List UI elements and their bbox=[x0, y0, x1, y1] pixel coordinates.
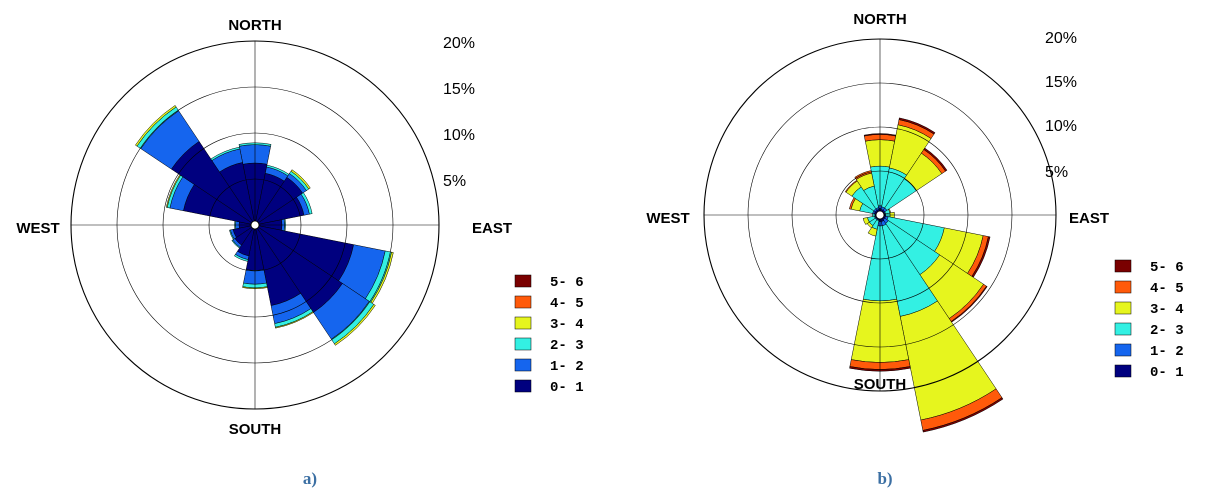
legend-b: 5- 6 4- 5 3- 4 2- 3 1- 2 0- 1 bbox=[1114, 259, 1184, 381]
sector-225-bin-2-3 bbox=[231, 239, 241, 249]
legend-label-0-1: 0- 1 bbox=[550, 380, 584, 396]
legend-a: 5- 6 4- 5 3- 4 2- 3 1- 2 0- 1 bbox=[514, 274, 584, 396]
ring-label-10: 10% bbox=[443, 127, 475, 144]
label-east: EAST bbox=[1069, 210, 1109, 227]
sector-180-bin-5-6 bbox=[849, 366, 911, 372]
wind-rose-b: NORTH SOUTH EAST WEST 20% 15% 10% 5% 5- … bbox=[620, 0, 1213, 495]
wind-rose-a-grid bbox=[70, 40, 440, 410]
legend-label-4-5: 4- 5 bbox=[1150, 281, 1184, 297]
ring-label-20: 20% bbox=[443, 35, 475, 52]
legend-swatch-5-6 bbox=[514, 274, 532, 288]
legend-label-5-6: 5- 6 bbox=[550, 275, 584, 291]
label-west: WEST bbox=[646, 210, 689, 227]
ring-label-15: 15% bbox=[443, 81, 475, 98]
legend-swatch-3-4 bbox=[1114, 301, 1132, 315]
ring-label-15: 15% bbox=[1045, 74, 1077, 91]
label-west: WEST bbox=[16, 220, 59, 237]
sector-202.5-bin-3-4 bbox=[867, 226, 878, 237]
wind-rose-b-grid bbox=[703, 38, 1057, 392]
legend-swatch-4-5 bbox=[1114, 280, 1132, 294]
sector-157.5-bin-3-4 bbox=[275, 311, 314, 329]
label-south: SOUTH bbox=[854, 376, 907, 393]
legend-swatch-0-1 bbox=[1114, 364, 1132, 378]
legend-swatch-3-4 bbox=[514, 316, 532, 330]
legend-label-0-1: 0- 1 bbox=[1150, 365, 1184, 381]
legend-label-3-4: 3- 4 bbox=[550, 317, 584, 333]
panel-label-a: a) bbox=[303, 469, 317, 488]
legend-label-1-2: 1- 2 bbox=[1150, 344, 1184, 360]
center-calm-circle bbox=[875, 210, 885, 220]
label-north: NORTH bbox=[853, 11, 906, 28]
legend-swatch-0-1 bbox=[514, 379, 532, 393]
sector-315-bin-3-4 bbox=[135, 105, 177, 147]
legend-swatch-2-3 bbox=[514, 337, 532, 351]
sector-45-bin-5-6 bbox=[923, 147, 948, 172]
panel-label-b: b) bbox=[877, 469, 892, 488]
sector-247.5-bin-2-3 bbox=[229, 229, 235, 240]
wind-rose-a-svg: NORTH SOUTH EAST WEST 20% 15% 10% 5% 5- … bbox=[16, 17, 584, 488]
label-south: SOUTH bbox=[229, 421, 282, 438]
wind-rose-a-sectors bbox=[135, 105, 394, 346]
label-east: EAST bbox=[472, 220, 512, 237]
sector-180-bin-3-4 bbox=[242, 286, 268, 290]
legend-swatch-1-2 bbox=[1114, 343, 1132, 357]
sector-135-bin-3-4 bbox=[334, 304, 376, 346]
ring-label-5: 5% bbox=[443, 173, 466, 190]
legend-label-2-3: 2- 3 bbox=[1150, 323, 1184, 339]
legend-swatch-4-5 bbox=[514, 295, 532, 309]
legend-swatch-2-3 bbox=[1114, 322, 1132, 336]
legend-swatch-1-2 bbox=[514, 358, 532, 372]
wind-rose-a: NORTH SOUTH EAST WEST 20% 15% 10% 5% 5- … bbox=[16, 17, 584, 488]
legend-label-4-5: 4- 5 bbox=[550, 296, 584, 312]
legend-swatch-5-6 bbox=[1114, 259, 1132, 273]
legend-label-1-2: 1- 2 bbox=[550, 359, 584, 375]
sector-45-bin-3-4 bbox=[290, 169, 311, 190]
legend-label-3-4: 3- 4 bbox=[1150, 302, 1184, 318]
sector-202.5-bin-2-3 bbox=[234, 253, 249, 262]
legend-label-2-3: 2- 3 bbox=[550, 338, 584, 354]
legend-label-5-6: 5- 6 bbox=[1150, 260, 1184, 276]
wind-rose-b-svg: NORTH SOUTH EAST WEST 20% 15% 10% 5% 5- … bbox=[646, 11, 1184, 488]
label-north: NORTH bbox=[228, 17, 281, 34]
sector-337.5-bin-2-3 bbox=[210, 146, 241, 161]
sector-247.5-bin-3-4 bbox=[862, 217, 870, 225]
center-calm-circle bbox=[250, 220, 260, 230]
ring-label-5: 5% bbox=[1045, 164, 1068, 181]
ring-label-10: 10% bbox=[1045, 118, 1077, 135]
sector-157.5-bin-5-6 bbox=[922, 397, 1004, 433]
sector-22.5-bin-5-6 bbox=[898, 117, 936, 135]
sector-67.5-bin-2-3 bbox=[300, 192, 313, 215]
ring-label-20: 20% bbox=[1045, 30, 1077, 47]
